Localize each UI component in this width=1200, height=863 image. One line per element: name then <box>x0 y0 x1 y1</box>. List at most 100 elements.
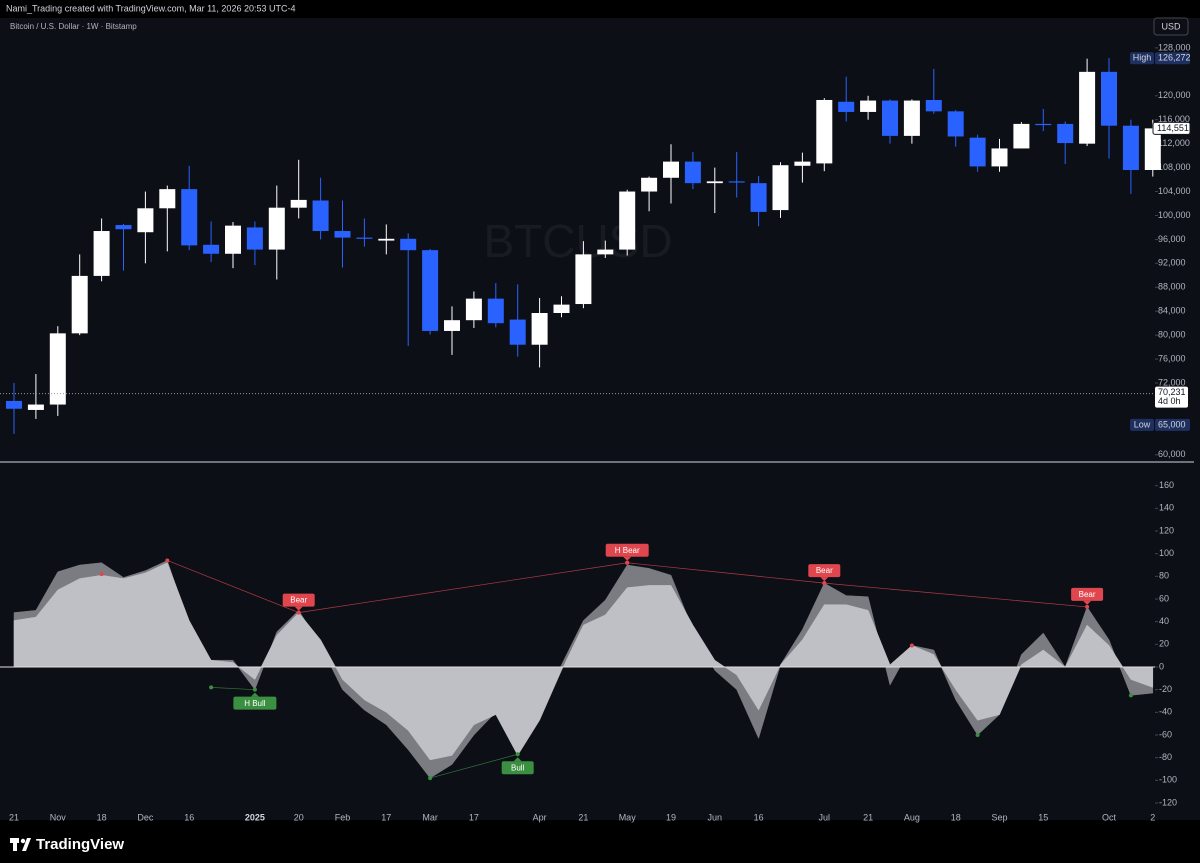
pivot-dot <box>822 581 827 586</box>
divergence-line <box>824 582 1088 608</box>
candle-body <box>422 250 439 331</box>
candle-body <box>334 231 351 238</box>
price-line-value: 70,231 <box>1158 387 1186 397</box>
divergence-tag <box>282 593 315 607</box>
y-tick-label: 92,000 <box>1158 258 1186 268</box>
pivot-dot <box>209 685 214 690</box>
divergence-line <box>627 562 825 584</box>
marker-value: 126,272 <box>1158 53 1191 63</box>
candle-body <box>684 161 701 184</box>
divergence-tag-pointer <box>820 577 829 582</box>
divergence-tag-pointer <box>1083 600 1092 605</box>
x-tick-label: 16 <box>754 812 764 822</box>
candle-body <box>750 183 767 212</box>
y-tick-label: -100 <box>1159 775 1177 785</box>
candle-body <box>838 101 855 112</box>
y-tick-label: -120 <box>1159 797 1177 807</box>
y-tick-label: 88,000 <box>1158 282 1186 292</box>
divergence-tag <box>605 543 649 557</box>
credit: Nami_Trading created with TradingView.co… <box>6 3 295 13</box>
candle-body <box>137 208 154 233</box>
candle-body <box>860 100 877 112</box>
divergence-tag-pointer <box>623 556 632 561</box>
divergence-label: Bear <box>290 596 307 605</box>
divergence-tag <box>501 761 534 775</box>
y-tick-label: 40 <box>1159 616 1169 626</box>
candle-body <box>290 199 307 208</box>
candle-body <box>816 99 833 164</box>
x-tick-label: 21 <box>9 812 19 822</box>
divergence-line <box>167 560 299 613</box>
marker-tag <box>1155 52 1190 65</box>
candle-body <box>1144 128 1161 170</box>
candle-body <box>903 100 920 136</box>
x-tick-label: 16 <box>184 812 194 822</box>
candle-body <box>1013 123 1030 149</box>
y-tick-label: 140 <box>1159 503 1174 513</box>
pivot-dot <box>165 558 170 563</box>
marker-name: Low <box>1134 419 1151 429</box>
candle-body <box>181 189 198 246</box>
y-tick-label: -20 <box>1159 684 1172 694</box>
candle-body <box>115 225 132 230</box>
divergence-label: H Bear <box>615 546 640 555</box>
x-tick-label: Oct <box>1102 812 1117 822</box>
candle-body <box>706 181 723 184</box>
currency-button[interactable] <box>1153 17 1189 36</box>
candle-body <box>991 148 1008 167</box>
candle-body <box>575 254 592 305</box>
pivot-dot <box>975 733 980 737</box>
marker-value: 65,000 <box>1158 419 1186 429</box>
divergence-tag-pointer <box>513 757 522 762</box>
candle-body <box>663 161 679 178</box>
candle-body <box>728 181 745 183</box>
brand: TradingView <box>36 836 124 853</box>
pivot-dot <box>1085 604 1090 609</box>
oscillator-area <box>13 562 1154 761</box>
x-tick-label: Apr <box>533 812 547 822</box>
x-tick-label: Feb <box>335 812 351 822</box>
x-tick-label: 21 <box>863 812 873 822</box>
x-tick-label: 2 <box>1150 812 1155 822</box>
candle-body <box>93 231 110 276</box>
divergence-tag <box>808 564 841 578</box>
candle-body <box>882 100 898 136</box>
pivot-dot <box>909 643 914 648</box>
divergence-tag-pointer <box>294 606 303 611</box>
marker-tag <box>1155 418 1190 431</box>
y-tick-label: 100,000 <box>1158 210 1191 220</box>
y-tick-label: 120,000 <box>1158 90 1191 100</box>
y-tick-label: 80 <box>1159 571 1169 581</box>
pivot-dot <box>515 752 520 757</box>
x-tick-label: 17 <box>469 812 479 822</box>
candle-body <box>444 320 460 331</box>
currency[interactable]: USD <box>1161 21 1181 31</box>
price-line-tag <box>1155 386 1188 408</box>
divergence-tag <box>1071 587 1104 601</box>
candle-body <box>1079 71 1096 144</box>
x-tick-label: 18 <box>951 812 961 822</box>
candle-body <box>465 298 482 321</box>
last-price: 114,551 <box>1157 123 1189 133</box>
divergence-label: Bull <box>511 763 525 772</box>
y-tick-label: 108,000 <box>1158 162 1191 172</box>
divergence-line <box>430 753 518 779</box>
pivot-dot <box>1128 693 1133 698</box>
divergence-tag <box>233 696 277 710</box>
divergence-label: H Bull <box>244 699 266 708</box>
x-tick-label: Aug <box>904 812 920 822</box>
candle-body <box>378 238 395 241</box>
y-tick-label: 160 <box>1159 480 1174 490</box>
x-tick-label: 2025 <box>245 812 265 822</box>
y-tick-label: 120 <box>1159 525 1174 535</box>
candle-body <box>203 244 220 254</box>
y-tick-label: 112,000 <box>1158 138 1190 148</box>
brand-logo <box>10 838 31 851</box>
marker-name-tag <box>1130 52 1154 65</box>
candle-body <box>1122 125 1139 170</box>
candle-body <box>246 227 263 250</box>
last-price-tag <box>1152 121 1191 135</box>
candle-body <box>6 400 22 409</box>
y-tick-label: 80,000 <box>1158 330 1186 340</box>
